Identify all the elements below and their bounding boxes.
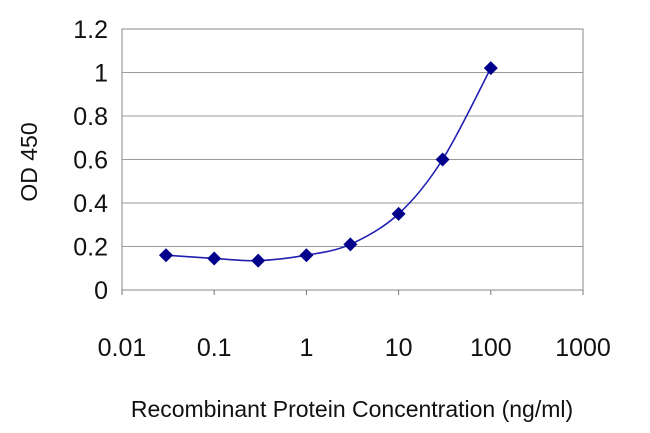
y-tick-label: 1: [94, 60, 108, 88]
y-tick-label: 0: [94, 277, 108, 305]
x-tick-label: 1000: [555, 334, 611, 362]
x-axis-title: Recombinant Protein Concentration (ng/ml…: [131, 396, 573, 422]
data-points: [158, 61, 498, 268]
data-point-diamond: [207, 251, 222, 266]
data-point-diamond: [435, 152, 450, 167]
y-tick-label: 0.6: [73, 147, 108, 175]
x-tick-labels: 0.01 0.1 1 10 100 1000: [98, 290, 611, 362]
y-axis-title: OD 450: [16, 122, 42, 201]
data-point-diamond: [299, 248, 314, 263]
y-tick-label: 0.2: [73, 234, 108, 262]
data-point-diamond: [391, 206, 406, 221]
y-tick-labels: 0 0.2 0.4 0.6 0.8 1 1.2: [73, 16, 108, 305]
x-tick-label: 0.1: [197, 334, 232, 362]
y-tick-label: 0.8: [73, 103, 108, 131]
data-point-diamond: [158, 248, 173, 263]
x-tick-label: 1: [299, 334, 313, 362]
grid-lines: [122, 72, 583, 247]
data-point-diamond: [343, 237, 358, 252]
x-tick-label: 10: [385, 334, 413, 362]
y-tick-label: 0.4: [73, 190, 108, 218]
data-point-diamond: [251, 253, 266, 268]
x-tick-label: 0.01: [98, 334, 147, 362]
data-point-diamond: [483, 61, 498, 76]
y-tick-label: 1.2: [73, 16, 108, 44]
x-tick-label: 100: [470, 334, 512, 362]
